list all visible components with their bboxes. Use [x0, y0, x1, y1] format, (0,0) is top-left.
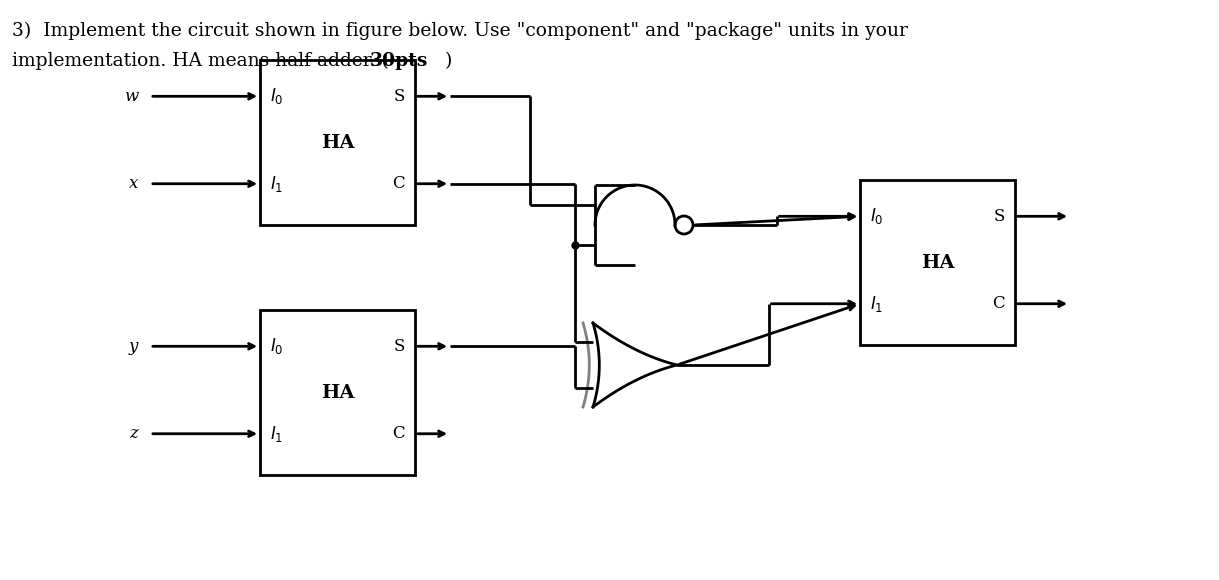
Bar — [260, 310, 414, 475]
Text: C: C — [992, 295, 1004, 312]
Text: $I_0$: $I_0$ — [269, 86, 284, 106]
Text: w: w — [124, 88, 138, 105]
Text: $I_0$: $I_0$ — [269, 336, 284, 356]
Text: C: C — [393, 425, 405, 442]
Text: S: S — [993, 208, 1004, 225]
Text: $I_1$: $I_1$ — [269, 174, 283, 194]
Bar — [260, 60, 414, 225]
Text: HA: HA — [920, 253, 954, 271]
Text: y: y — [129, 338, 138, 355]
Text: HA: HA — [321, 133, 355, 151]
Text: S: S — [394, 338, 405, 355]
Text: $I_0$: $I_0$ — [870, 206, 884, 226]
Text: S: S — [394, 88, 405, 105]
Text: $I_1$: $I_1$ — [870, 293, 884, 314]
Text: z: z — [129, 425, 138, 442]
Text: $I_1$: $I_1$ — [269, 424, 283, 444]
Text: 30pts: 30pts — [371, 52, 428, 70]
Text: C: C — [393, 175, 405, 192]
Text: HA: HA — [321, 383, 355, 401]
Text: 3)  Implement the circuit shown in figure below. Use "component" and "package" u: 3) Implement the circuit shown in figure… — [12, 22, 908, 40]
Text: ): ) — [445, 52, 452, 70]
Text: x: x — [129, 175, 138, 192]
Bar — [859, 180, 1015, 345]
Text: implementation. HA means half adder. (: implementation. HA means half adder. ( — [12, 52, 389, 70]
